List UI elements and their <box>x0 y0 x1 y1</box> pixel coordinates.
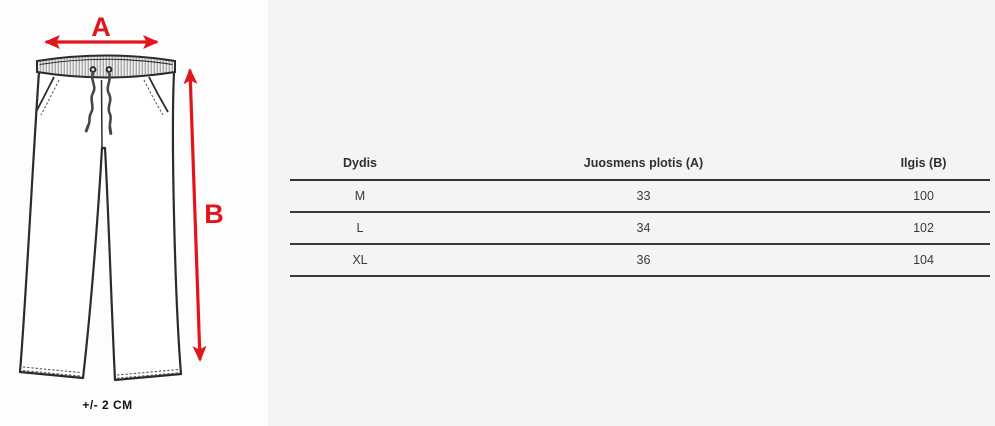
length-value: 100 <box>857 180 990 213</box>
waist-value: 36 <box>430 244 857 277</box>
col-header-waist: Juosmens plotis (A) <box>430 146 857 181</box>
length-value: 104 <box>857 244 990 277</box>
drawstrings <box>84 71 113 135</box>
size-table-header-row: Dydis Juosmens plotis (A) Ilgis (B) <box>290 146 990 181</box>
pocket-lines <box>35 76 169 113</box>
tolerance-note: +/- 2 CM <box>82 398 133 412</box>
col-header-size: Dydis <box>290 146 430 181</box>
size-value: XL <box>290 244 430 277</box>
table-row: M 33 100 <box>290 180 990 213</box>
hem-stitch-lines <box>22 366 180 379</box>
size-value: L <box>290 212 430 245</box>
waist-value: 34 <box>430 212 857 245</box>
pants-outline <box>18 70 183 382</box>
waist-value: 33 <box>430 180 857 213</box>
table-row: L 34 102 <box>290 212 990 245</box>
col-header-length: Ilgis (B) <box>857 146 990 181</box>
garment-diagram-panel: A B +/- 2 CM <box>0 0 268 426</box>
waistband <box>36 54 176 79</box>
size-value: M <box>290 180 430 213</box>
length-label: B <box>204 199 224 229</box>
width-label: A <box>91 12 111 42</box>
table-row: XL 36 104 <box>290 244 990 277</box>
length-value: 102 <box>857 212 990 245</box>
front-seam-line <box>100 79 103 149</box>
size-table-panel: Dydis Juosmens plotis (A) Ilgis (B) M 33… <box>268 0 995 426</box>
length-arrow <box>183 68 207 362</box>
pants-diagram-svg: A B <box>18 12 224 382</box>
size-table: Dydis Juosmens plotis (A) Ilgis (B) M 33… <box>290 146 990 277</box>
